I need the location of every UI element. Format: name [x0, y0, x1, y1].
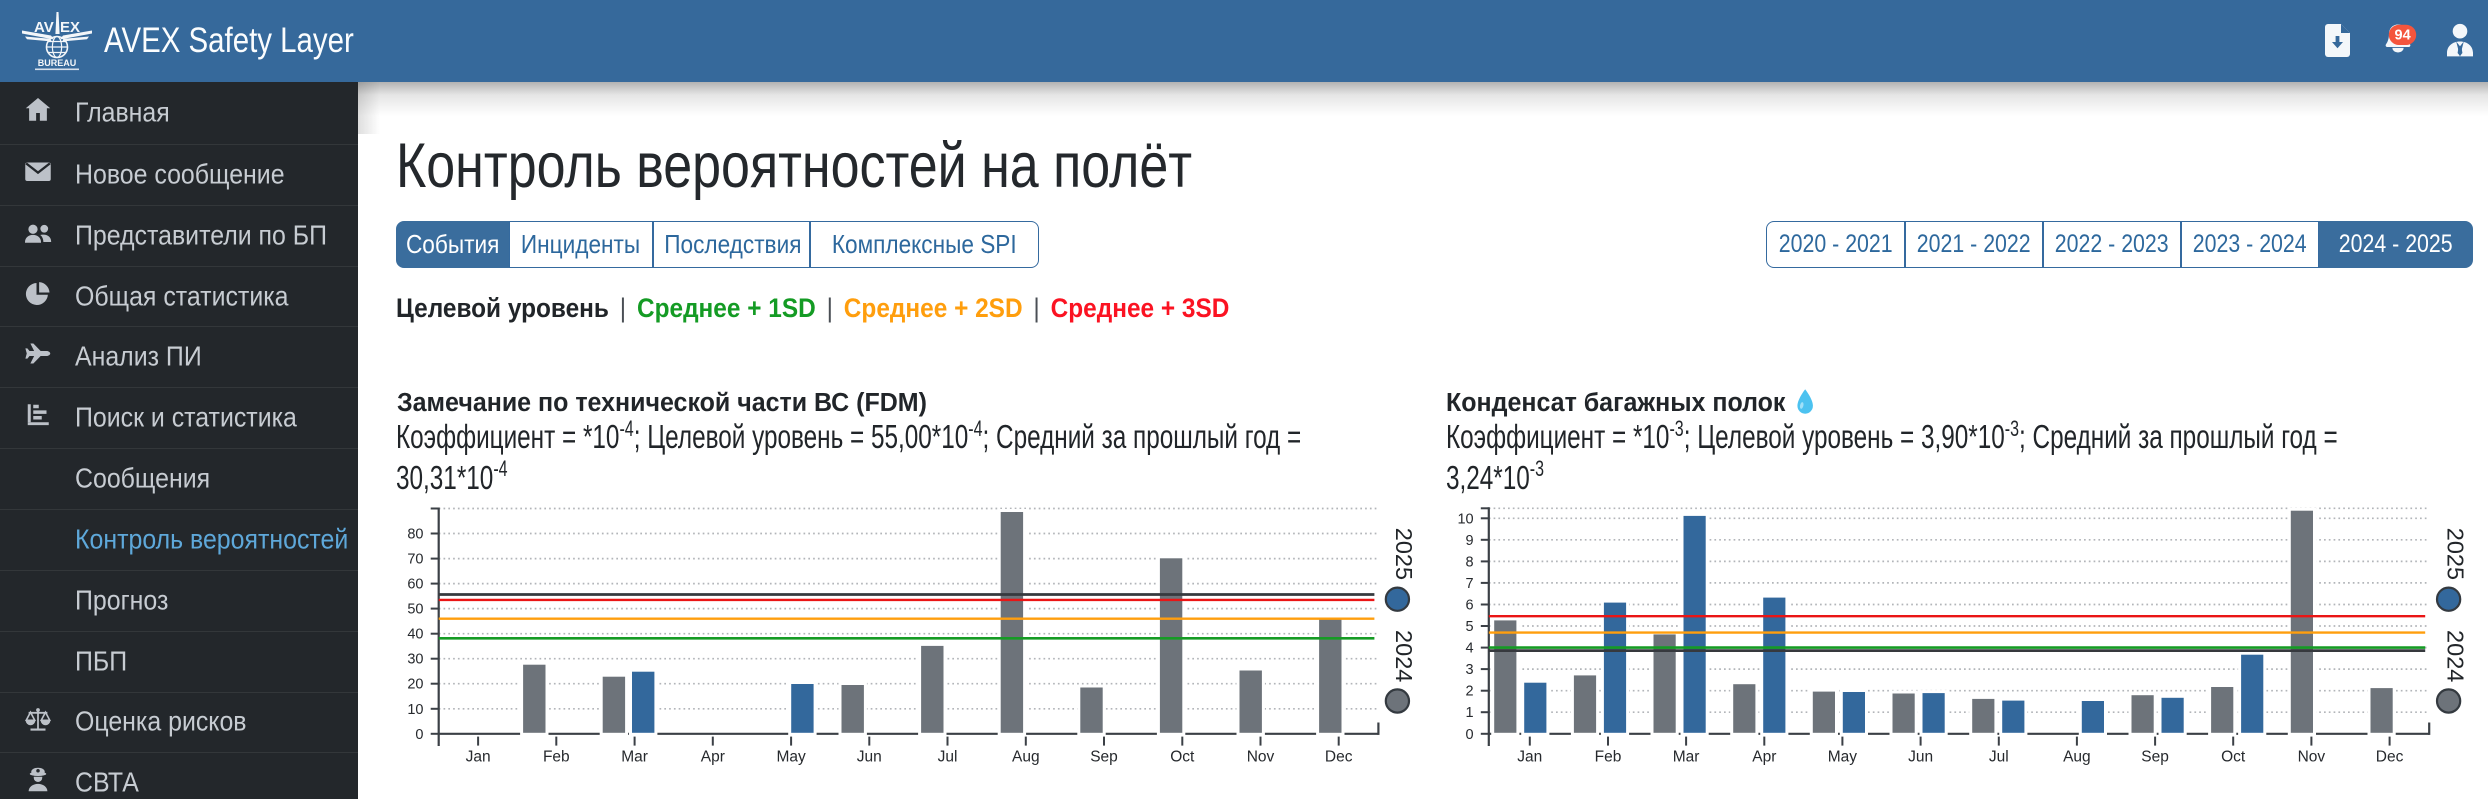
svg-text:94: 94 [2395, 28, 2411, 44]
svg-text:8: 8 [1466, 554, 1474, 570]
svg-text:6: 6 [1466, 598, 1474, 614]
svg-text:40: 40 [407, 627, 423, 643]
svg-text:0: 0 [1466, 727, 1474, 743]
svg-text:Apr: Apr [701, 749, 725, 766]
svg-text:70: 70 [407, 552, 423, 568]
svg-text:Jan: Jan [1517, 749, 1542, 766]
svg-text:Jul: Jul [1989, 749, 2009, 766]
svg-text:0: 0 [415, 727, 423, 743]
svg-text:Apr: Apr [1752, 749, 1776, 766]
svg-text:7: 7 [1466, 576, 1474, 592]
svg-text:Sep: Sep [2141, 749, 2169, 766]
svg-text:10: 10 [1457, 511, 1473, 527]
svg-text:20: 20 [407, 677, 423, 693]
svg-text:Nov: Nov [2298, 749, 2326, 766]
svg-text:10: 10 [407, 702, 423, 718]
svg-text:50: 50 [407, 602, 423, 618]
svg-text:May: May [1828, 749, 1858, 766]
svg-text:May: May [776, 749, 806, 766]
svg-text:60: 60 [407, 577, 423, 593]
svg-text:1: 1 [1466, 705, 1474, 721]
svg-text:4: 4 [1466, 641, 1474, 657]
svg-text:Feb: Feb [543, 749, 570, 766]
svg-text:Aug: Aug [1012, 749, 1040, 766]
svg-text:Mar: Mar [621, 749, 648, 766]
svg-text:Nov: Nov [1247, 749, 1275, 766]
svg-text:Jan: Jan [466, 749, 491, 766]
svg-text:Jul: Jul [938, 749, 958, 766]
svg-text:Feb: Feb [1595, 749, 1622, 766]
svg-text:2025: 2025 [1391, 528, 1417, 580]
svg-text:AV: AV [34, 19, 54, 36]
svg-text:Dec: Dec [1325, 749, 1353, 766]
svg-text:Oct: Oct [2221, 749, 2246, 766]
svg-text:Jun: Jun [1908, 749, 1933, 766]
svg-text:Oct: Oct [1170, 749, 1195, 766]
svg-text:Jun: Jun [857, 749, 882, 766]
svg-text:9: 9 [1466, 533, 1474, 549]
svg-text:Sep: Sep [1090, 749, 1118, 766]
svg-text:BUREAU: BUREAU [38, 58, 77, 68]
svg-text:80: 80 [407, 527, 423, 543]
svg-text:5: 5 [1466, 619, 1474, 635]
svg-text:Mar: Mar [1673, 749, 1700, 766]
svg-text:2: 2 [1466, 684, 1474, 700]
svg-text:EX: EX [60, 19, 80, 36]
svg-text:Dec: Dec [2376, 749, 2404, 766]
svg-text:2024: 2024 [2443, 630, 2469, 682]
svg-text:2024: 2024 [1391, 630, 1417, 682]
svg-text:2025: 2025 [2443, 528, 2469, 580]
svg-text:30: 30 [407, 652, 423, 668]
svg-text:Aug: Aug [2063, 749, 2091, 766]
svg-text:3: 3 [1466, 662, 1474, 678]
